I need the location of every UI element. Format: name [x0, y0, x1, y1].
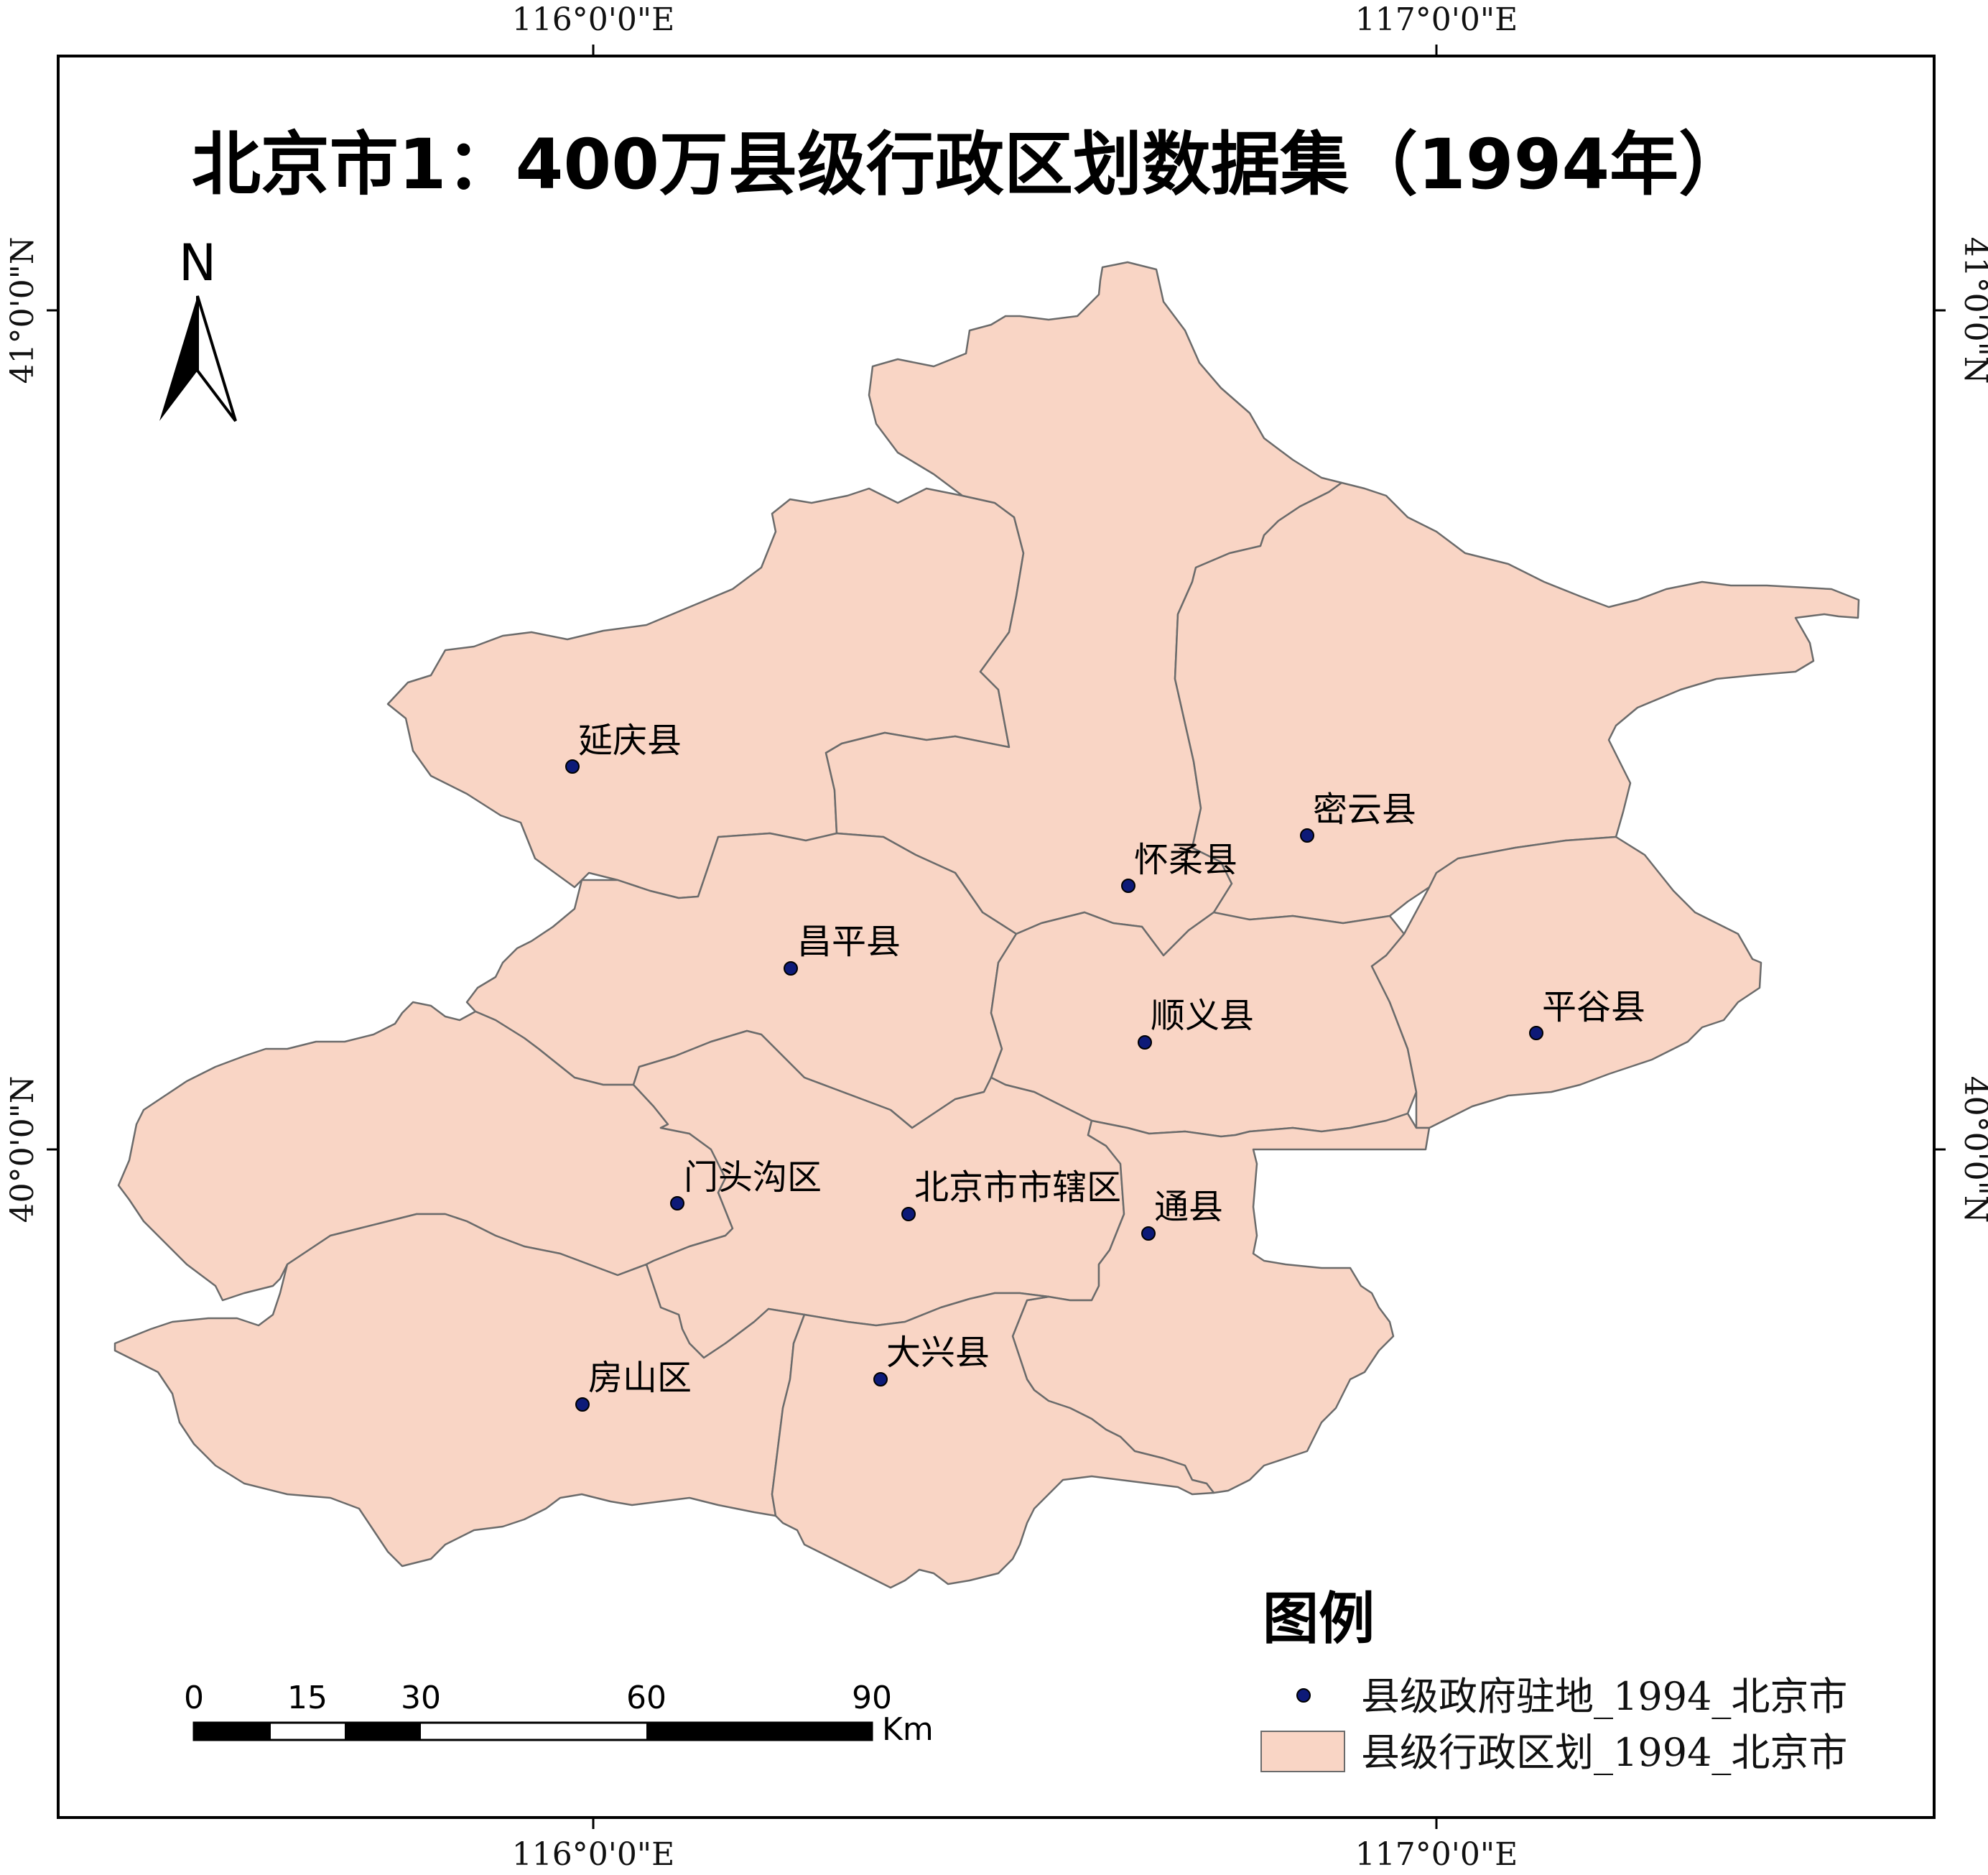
- region-miyun: [1174, 481, 1860, 925]
- north-arrow-dark-half: [159, 296, 198, 421]
- label-shunyi: 顺义县: [1151, 996, 1254, 1036]
- lat-label-right-41: 41°0'0"N: [1957, 237, 1988, 384]
- graticule-labels: 116°0'0"E 117°0'0"E 116°0'0"E 117°0'0"E …: [4, 1, 1988, 1873]
- region-daxing: [771, 1292, 1215, 1589]
- map-frame: [57, 55, 1936, 1819]
- scale-tick-60: 60: [626, 1680, 666, 1716]
- seat-miyun[interactable]: [1300, 828, 1314, 843]
- scale-bar: 0 15 30 60 90 Km: [184, 1680, 934, 1748]
- lat-label-right-40: 40°0'0"N: [1957, 1076, 1988, 1223]
- label-pinggu: 平谷县: [1542, 987, 1645, 1027]
- north-arrow-label: N: [179, 233, 216, 292]
- scale-tick-90: 90: [852, 1680, 892, 1716]
- county-seats: 延庆县 怀柔县 密云县 昌平县 顺义县 平谷县 门头沟区 北京市市辖区 通县 房…: [565, 721, 1645, 1412]
- region-pinggu: [1370, 835, 1762, 1129]
- seat-urban-district[interactable]: [901, 1207, 916, 1221]
- legend-polygon-label: 县级行政区划_1994_北京市: [1361, 1730, 1847, 1775]
- label-mentougou: 门头沟区: [684, 1157, 822, 1198]
- label-huairou: 怀柔县: [1134, 840, 1237, 880]
- legend-point-label: 县级政府驻地_1994_北京市: [1361, 1674, 1847, 1719]
- legend-polygon-symbol: [1260, 1731, 1345, 1772]
- label-urban-district: 北京市市辖区: [914, 1167, 1121, 1208]
- lon-label-top-116: 116°0'0"E: [512, 1, 674, 38]
- seat-changping[interactable]: [784, 961, 798, 976]
- seat-shunyi[interactable]: [1138, 1035, 1152, 1050]
- north-arrow-light-half: [196, 295, 237, 422]
- scale-tick-30: 30: [401, 1680, 441, 1716]
- lat-label-left-40: 40°0'0"N: [4, 1076, 41, 1223]
- label-daxing: 大兴县: [886, 1333, 990, 1373]
- seat-yanqing[interactable]: [565, 759, 580, 774]
- label-tongxian: 通县: [1154, 1187, 1223, 1227]
- seat-pinggu[interactable]: [1529, 1026, 1543, 1040]
- legend-point-symbol: [1296, 1688, 1311, 1703]
- lon-label-bottom-117: 117°0'0"E: [1355, 1836, 1518, 1873]
- seat-daxing[interactable]: [873, 1372, 888, 1386]
- legend-title: 图例: [1263, 1587, 1375, 1652]
- seat-tongxian[interactable]: [1141, 1226, 1156, 1241]
- seat-mentougou[interactable]: [670, 1196, 684, 1210]
- graticule-ticks: [47, 45, 1946, 1829]
- lat-label-left-41: 41°0'0"N: [4, 237, 41, 384]
- scale-tick-15: 15: [287, 1680, 328, 1716]
- legend: 图例 县级政府驻地_1994_北京市 县级行政区划_1994_北京市: [1260, 1587, 1847, 1775]
- lon-label-bottom-116: 116°0'0"E: [512, 1836, 674, 1873]
- map-title: 北京市1：400万县级行政区划数据集（1994年）: [192, 124, 1747, 205]
- lon-label-top-117: 117°0'0"E: [1355, 1, 1518, 38]
- district-polygons: [113, 261, 1860, 1589]
- label-miyun: 密云县: [1313, 790, 1416, 830]
- label-yanqing: 延庆县: [578, 721, 682, 761]
- label-changping: 昌平县: [797, 922, 901, 962]
- scale-unit: Km: [882, 1711, 934, 1748]
- label-fangshan: 房山区: [588, 1358, 692, 1398]
- scale-tick-0: 0: [184, 1680, 204, 1716]
- seat-huairou[interactable]: [1121, 879, 1135, 893]
- seat-fangshan[interactable]: [575, 1397, 590, 1412]
- north-arrow: N: [159, 233, 237, 422]
